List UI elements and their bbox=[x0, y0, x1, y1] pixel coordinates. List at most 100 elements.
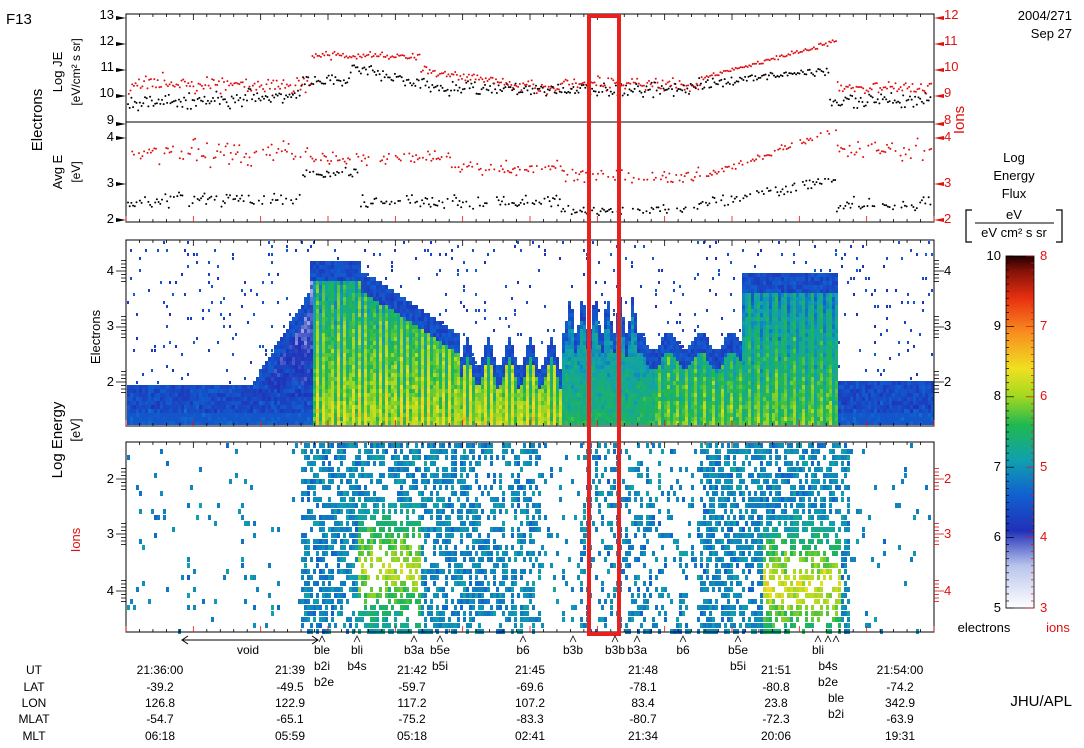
electron-spec-cell bbox=[142, 389, 145, 393]
electron-spec-cell bbox=[187, 401, 190, 405]
electron-spec-cell bbox=[604, 385, 607, 389]
electron-spec-cell bbox=[625, 409, 628, 413]
electron-spec-cell bbox=[568, 369, 571, 373]
electron-spec-cell bbox=[571, 349, 574, 353]
electron-spec-cell bbox=[538, 393, 541, 397]
electron-spec-cell bbox=[628, 389, 631, 393]
electron-spec-cell bbox=[598, 373, 601, 377]
electron-spec-cell bbox=[277, 421, 280, 425]
electron-spec-cell bbox=[733, 349, 736, 353]
electron-spec-cell bbox=[130, 409, 133, 413]
electron-spec-cell bbox=[163, 421, 166, 425]
electron-spec-cell bbox=[367, 341, 370, 345]
electron-spec-cell bbox=[424, 417, 427, 421]
electron-spec-cell bbox=[214, 409, 217, 413]
electron-spec-cell bbox=[472, 353, 474, 356]
electron-spec-cell bbox=[358, 309, 361, 313]
electron-spec-cell bbox=[319, 297, 322, 301]
electron-spec-cell bbox=[259, 345, 261, 348]
electron-spec-cell bbox=[631, 325, 634, 329]
electron-spec-cell bbox=[244, 405, 247, 409]
electron-spec-cell bbox=[352, 421, 355, 425]
electron-spec-cell bbox=[394, 369, 397, 373]
electron-spec-cell bbox=[721, 365, 724, 369]
electron-spec-cell bbox=[493, 417, 496, 421]
electron-spec-cell bbox=[604, 381, 607, 385]
electron-spec-cell bbox=[547, 389, 550, 393]
electron-spec-cell bbox=[739, 329, 741, 332]
electron-spec-cell bbox=[724, 337, 727, 341]
electron-spec-cell bbox=[166, 409, 169, 413]
electron-spec-cell bbox=[478, 377, 481, 381]
electron-spec-cell bbox=[376, 377, 379, 381]
electron-spec-cell bbox=[322, 285, 325, 289]
electron-spec-cell bbox=[727, 409, 730, 413]
electron-spec-cell bbox=[268, 357, 271, 361]
electron-spec-cell bbox=[610, 349, 613, 353]
electron-spec-cell bbox=[379, 401, 382, 405]
electron-spec-cell bbox=[739, 385, 742, 389]
electron-spec-cell bbox=[271, 413, 274, 417]
electron-spectrogram bbox=[127, 241, 934, 425]
electron-spec-cell bbox=[469, 361, 472, 365]
electron-spec-cell bbox=[340, 377, 343, 381]
electron-spec-cell bbox=[541, 417, 544, 421]
electron-spec-cell bbox=[433, 345, 436, 349]
electron-spec-cell bbox=[439, 345, 442, 349]
electron-spec-cell bbox=[166, 389, 169, 393]
electron-spec-cell bbox=[400, 381, 403, 385]
electron-spec-cell bbox=[310, 333, 313, 337]
electron-spec-cell bbox=[739, 365, 742, 369]
electron-spec-cell bbox=[436, 341, 439, 345]
electron-spec-cell bbox=[349, 329, 352, 333]
electron-spec-cell bbox=[373, 305, 376, 309]
electron-spec-cell bbox=[328, 297, 331, 301]
electron-spec-cell bbox=[670, 357, 673, 361]
electron-spec-cell bbox=[448, 381, 451, 385]
electron-spec-cell bbox=[397, 293, 400, 297]
electron-spec-cell bbox=[319, 373, 322, 377]
electron-spec-cell bbox=[133, 293, 135, 296]
electron-spec-cell bbox=[550, 357, 553, 361]
electron-spec-cell bbox=[643, 373, 646, 377]
electron-spec-cell bbox=[595, 281, 597, 284]
electron-spec-cell bbox=[406, 369, 409, 373]
electron-spec-cell bbox=[400, 397, 403, 401]
electron-spec-cell bbox=[148, 421, 151, 425]
electron-spec-cell bbox=[370, 353, 373, 357]
electron-spec-cell bbox=[337, 301, 340, 305]
electron-spec-cell bbox=[151, 385, 154, 389]
electron-spec-cell bbox=[250, 405, 253, 409]
electron-spec-cell bbox=[229, 405, 232, 409]
electron-spec-cell bbox=[484, 377, 487, 381]
electron-spec-cell bbox=[409, 341, 412, 345]
electron-spec-cell bbox=[688, 421, 691, 425]
electron-spec-cell bbox=[415, 413, 418, 417]
electron-spec-cell bbox=[373, 365, 376, 369]
electron-spec-cell bbox=[562, 389, 565, 393]
electron-spec-cell bbox=[331, 293, 334, 297]
electron-spec-cell bbox=[217, 393, 220, 397]
electron-spec-cell bbox=[649, 417, 652, 421]
electron-spec-cell bbox=[379, 377, 382, 381]
electron-spec-cell bbox=[265, 369, 268, 373]
electron-spec-cell bbox=[331, 297, 334, 301]
electron-spec-cell bbox=[475, 381, 478, 385]
electron-spec-cell bbox=[457, 365, 460, 369]
electron-spec-cell bbox=[640, 421, 643, 425]
electron-spec-cell bbox=[343, 301, 346, 305]
electron-spec-cell bbox=[262, 373, 265, 377]
electron-spec-cell bbox=[451, 389, 454, 393]
electron-spec-cell bbox=[292, 397, 295, 401]
electron-spec-cell bbox=[721, 393, 724, 397]
electron-spec-cell bbox=[364, 289, 367, 293]
electron-spec-cell bbox=[670, 389, 673, 393]
electron-spec-cell bbox=[331, 381, 334, 385]
electron-spec-cell bbox=[670, 421, 673, 425]
electron-spec-cell bbox=[388, 401, 391, 405]
electron-spec-cell bbox=[526, 385, 529, 389]
electron-spec-cell bbox=[568, 333, 571, 337]
electron-spec-cell bbox=[613, 337, 616, 341]
electron-spec-cell bbox=[346, 381, 349, 385]
electron-spec-cell bbox=[469, 357, 472, 361]
